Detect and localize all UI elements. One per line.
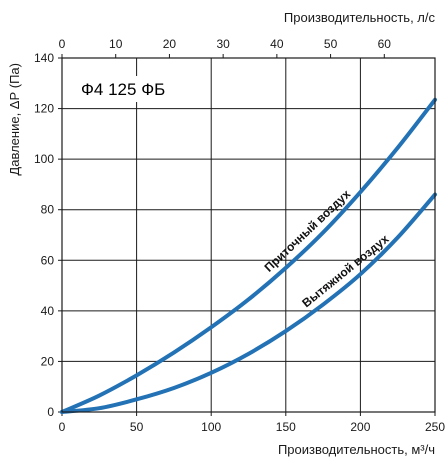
model-label-background [76, 76, 186, 102]
x2-tick-label: 0 [59, 37, 66, 51]
model-label: Ф4 125 ФБ [81, 80, 165, 99]
x-axis-title: Производительность, м³/ч [278, 442, 435, 457]
y-tick-label: 100 [34, 152, 54, 166]
x-tick-label: 50 [130, 420, 144, 434]
x-tick-label: 100 [201, 420, 221, 434]
plot-frame [61, 57, 436, 413]
y-tick-label: 140 [34, 51, 54, 65]
curves [60, 97, 437, 414]
x-tick-label: 200 [350, 420, 370, 434]
y-tick-label: 20 [41, 354, 55, 368]
x-tick-label: 250 [425, 420, 445, 434]
x2-tick-label: 10 [109, 37, 123, 51]
x2-tick-label: 50 [324, 37, 338, 51]
y-tick-label: 120 [34, 102, 54, 116]
x2-tick-label: 20 [163, 37, 177, 51]
grid [58, 54, 436, 416]
x2-axis-title: Производительность, л/с [284, 10, 436, 25]
x2-tick-label: 60 [378, 37, 392, 51]
y-tick-label: 40 [41, 304, 55, 318]
x-tick-label: 150 [276, 420, 296, 434]
supply-air-curve-label: Приточный воздух [262, 187, 354, 275]
tick-labels: 0 50 100 150 200 250 0 20 40 60 80 100 120 140 0 10 20 30… [34, 37, 445, 434]
y-tick-label: 80 [41, 203, 55, 217]
y-axis-title: Давление, ΔР (Па) [7, 63, 22, 176]
x2-tick-label: 40 [270, 37, 284, 51]
x-tick-label: 0 [59, 420, 66, 434]
x2-tick-label: 30 [216, 37, 230, 51]
y-tick-label: 60 [41, 253, 55, 267]
supply-air-curve [60, 97, 437, 414]
y-tick-label: 0 [47, 405, 54, 419]
exhaust-air-curve [60, 192, 437, 414]
